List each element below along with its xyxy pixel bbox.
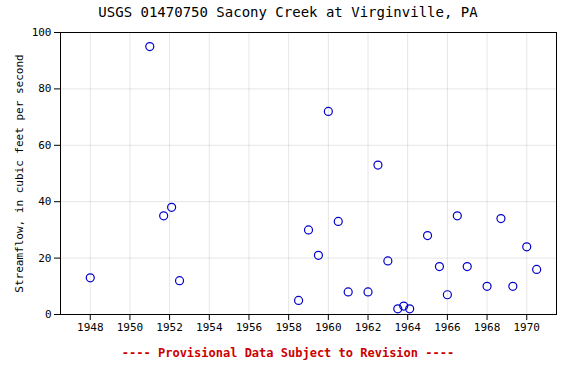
svg-text:1950: 1950 [117, 321, 144, 334]
svg-text:1962: 1962 [355, 321, 382, 334]
svg-text:1954: 1954 [196, 321, 223, 334]
svg-text:1966: 1966 [434, 321, 461, 334]
svg-text:60: 60 [38, 139, 51, 152]
svg-text:1960: 1960 [315, 321, 342, 334]
svg-text:1952: 1952 [156, 321, 183, 334]
html-text:USGS 01470750 Sacony Creek at: USGS 01470750 Sacony Creek at Virginvill… [98, 4, 478, 20]
svg-text:80: 80 [38, 82, 51, 95]
svg-text:1968: 1968 [474, 321, 501, 334]
svg-text:0: 0 [45, 308, 52, 321]
svg-text:Streamflow, in cubic feet per: Streamflow, in cubic feet per second [13, 54, 26, 292]
svg-text:1964: 1964 [394, 321, 421, 334]
svg-text:1970: 1970 [513, 321, 540, 334]
svg-text:1958: 1958 [275, 321, 302, 334]
svg-text:100: 100 [32, 26, 52, 39]
svg-text:40: 40 [38, 195, 51, 208]
html-text:---- Provisional Data Subject: ---- Provisional Data Subject to Revisio… [121, 346, 455, 360]
svg-text:1956: 1956 [236, 321, 262, 334]
svg-text:1948: 1948 [77, 321, 104, 334]
svg-text:20: 20 [38, 252, 51, 265]
